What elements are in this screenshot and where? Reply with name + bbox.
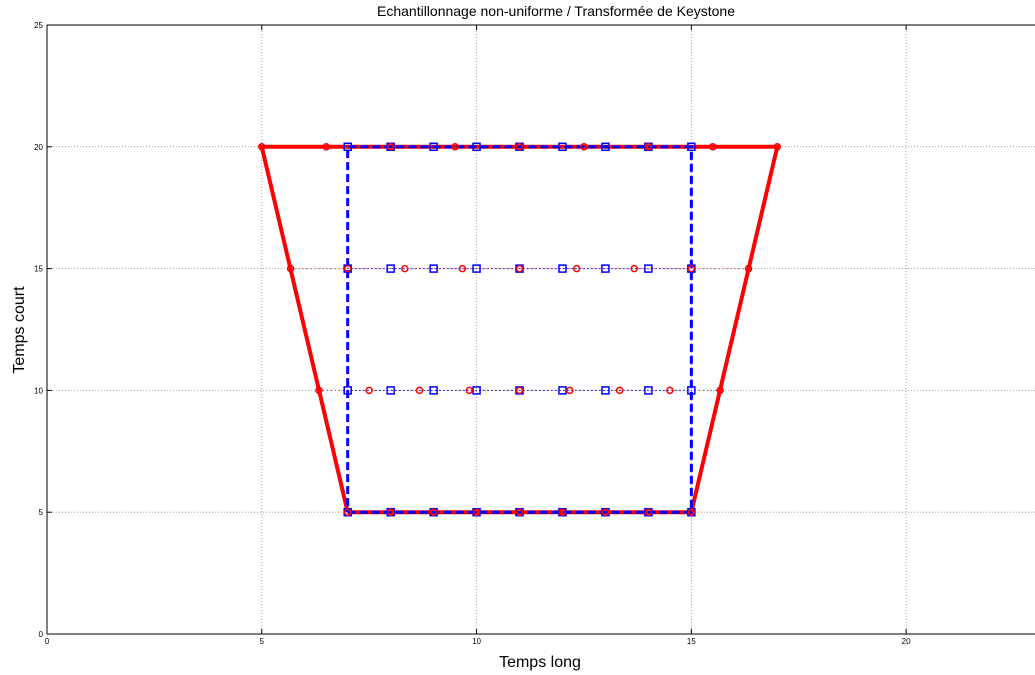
red-sample-point xyxy=(343,508,352,516)
red-sample-point xyxy=(465,386,474,395)
red-sample-point xyxy=(315,386,323,395)
blue-sample-point xyxy=(687,142,696,152)
red-sample-point xyxy=(666,386,674,395)
x-tick-label: 0 xyxy=(45,637,50,646)
red-sample-point xyxy=(515,508,524,516)
red-sample-point xyxy=(386,508,395,516)
red-sample-point xyxy=(580,143,588,151)
blue-sample-point xyxy=(601,142,610,152)
red-sample-point xyxy=(566,386,574,395)
x-tick-label: 20 xyxy=(902,637,911,646)
red-sample-point xyxy=(644,143,653,151)
red-sample-point xyxy=(709,143,717,151)
x-tick-label: 15 xyxy=(687,637,696,646)
red-sample-point xyxy=(451,143,459,151)
y-tick-label: 5 xyxy=(39,508,44,517)
tick-labels: 0 5 10 15 20 0 5 10 15 20 25 xyxy=(34,21,911,646)
blue-sample-point xyxy=(472,142,481,152)
blue-sample-point xyxy=(601,386,610,395)
red-sample-point xyxy=(258,143,266,151)
red-sample-point xyxy=(644,508,653,516)
red-sample-point xyxy=(558,508,567,516)
red-sample-point xyxy=(429,508,438,516)
red-sample-point xyxy=(472,508,481,516)
data-series xyxy=(258,142,782,517)
blue-rectangle-outline xyxy=(346,145,693,514)
blue-sample-point xyxy=(558,264,567,273)
grid xyxy=(47,25,1035,634)
blue-sample-point xyxy=(644,386,653,395)
red-sample-point xyxy=(744,264,753,273)
axes-frame xyxy=(46,24,1035,635)
x-axis-label: Temps long xyxy=(499,654,581,671)
x-tick-label: 5 xyxy=(260,637,265,646)
y-axis-label: Temps court xyxy=(11,286,28,374)
red-sample-point xyxy=(630,264,638,273)
red-sample-point xyxy=(773,143,782,151)
red-sample-point xyxy=(687,264,696,273)
y-tick-label: 20 xyxy=(34,143,43,152)
red-sample-point xyxy=(515,143,524,151)
blue-sample-point xyxy=(558,142,567,152)
blue-sample-point xyxy=(343,142,352,152)
chart-title: Echantillonnage non-uniforme / Transform… xyxy=(377,3,735,19)
blue-sample-point xyxy=(472,264,481,273)
red-sample-point xyxy=(386,143,395,151)
blue-sample-point xyxy=(644,264,653,273)
y-tick-label: 0 xyxy=(39,630,44,639)
red-sample-point xyxy=(401,264,409,273)
red-sample-point xyxy=(343,264,352,273)
red-sample-point xyxy=(322,143,330,151)
y-tick-label: 10 xyxy=(34,386,43,395)
axes-background xyxy=(47,25,1035,634)
blue-sample-point xyxy=(601,264,610,273)
blue-sample-point xyxy=(429,264,438,273)
y-tick-label: 25 xyxy=(34,21,43,30)
red-sample-point xyxy=(716,386,724,395)
red-sample-point xyxy=(601,508,610,516)
blue-sample-point xyxy=(687,386,696,395)
red-sample-point xyxy=(365,386,373,395)
blue-sample-point xyxy=(386,264,395,273)
blue-sample-point xyxy=(386,386,395,395)
blue-sample-point xyxy=(429,142,438,152)
blue-sample-point xyxy=(429,386,438,395)
red-sample-point xyxy=(515,386,524,395)
red-sample-point xyxy=(687,508,696,516)
x-tick-label: 10 xyxy=(472,637,481,646)
red-sample-point xyxy=(615,386,624,395)
red-sample-point xyxy=(286,264,295,273)
red-sample-point xyxy=(572,264,581,273)
blue-sample-point xyxy=(343,386,352,395)
blue-sample-point xyxy=(472,386,481,395)
y-tick-label: 15 xyxy=(34,265,43,274)
blue-sample-point xyxy=(558,386,567,395)
red-sample-point xyxy=(515,264,524,273)
red-sample-point xyxy=(458,264,467,273)
red-sample-point xyxy=(415,386,424,395)
